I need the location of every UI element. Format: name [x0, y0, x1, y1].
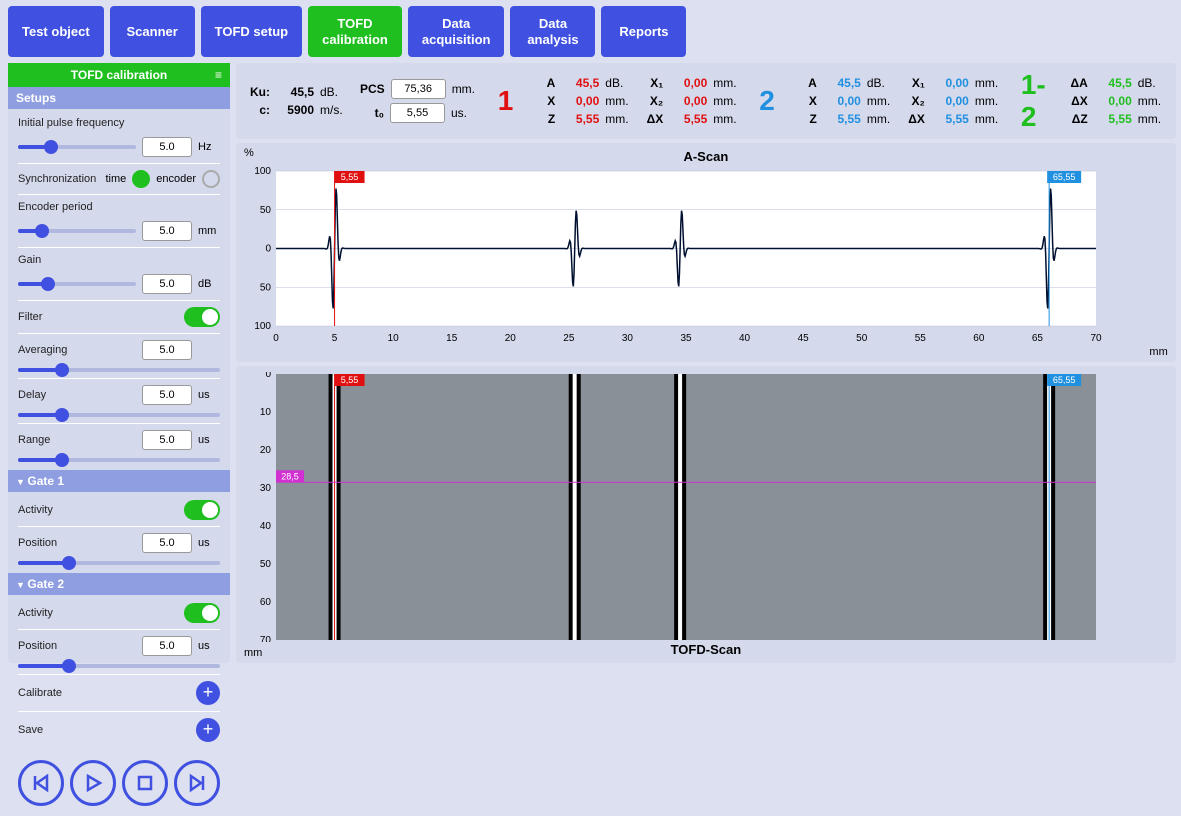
nav-data-analysis[interactable]: Dataanalysis — [510, 6, 595, 57]
encoder-period-slider[interactable] — [18, 229, 136, 233]
delay-input[interactable] — [142, 385, 192, 405]
gate1-activity-toggle[interactable] — [184, 500, 220, 520]
svg-text:28,5: 28,5 — [281, 471, 299, 481]
gate1-header[interactable]: Gate 1 — [8, 470, 230, 492]
cursor-2-num: 2 — [753, 85, 781, 117]
nav-test-object[interactable]: Test object — [8, 6, 104, 57]
svg-text:40: 40 — [260, 521, 272, 532]
skip-forward-button[interactable] — [174, 760, 220, 806]
gate1-position-input[interactable] — [142, 533, 192, 553]
svg-text:60: 60 — [973, 333, 985, 344]
gate1-position-slider[interactable] — [18, 561, 220, 565]
filter-toggle[interactable] — [184, 307, 220, 327]
svg-text:20: 20 — [260, 445, 272, 456]
svg-text:30: 30 — [622, 333, 634, 344]
svg-text:55: 55 — [915, 333, 927, 344]
range-slider[interactable] — [18, 458, 220, 462]
svg-text:50: 50 — [856, 333, 868, 344]
sync-time-radio[interactable] — [132, 170, 150, 188]
averaging-input[interactable] — [142, 340, 192, 360]
nav-tofd-calibration[interactable]: TOFDcalibration — [308, 6, 402, 57]
svg-text:10: 10 — [388, 333, 400, 344]
calibrate-button[interactable]: + — [196, 681, 220, 705]
playback-controls — [8, 750, 230, 816]
play-button[interactable] — [70, 760, 116, 806]
svg-text:70: 70 — [260, 635, 272, 642]
cursor-1-num: 1 — [492, 85, 520, 117]
nav-data-acquisition[interactable]: Dataacquisition — [408, 6, 505, 57]
sidebar-title: TOFD calibration ≡ — [8, 63, 230, 87]
svg-text:35: 35 — [680, 333, 692, 344]
t0-input[interactable] — [390, 103, 445, 123]
initial-pulse-input[interactable] — [142, 137, 192, 157]
gate2-position-input[interactable] — [142, 636, 192, 656]
svg-text:5,55: 5,55 — [341, 172, 359, 182]
encoder-period-input[interactable] — [142, 221, 192, 241]
gate2-activity-toggle[interactable] — [184, 603, 220, 623]
skip-back-button[interactable] — [18, 760, 64, 806]
ascan-chart[interactable]: % A-Scan 1005005010005101520253035404550… — [236, 143, 1176, 362]
svg-text:50: 50 — [260, 205, 272, 216]
gate2-header[interactable]: Gate 2 — [8, 573, 230, 595]
svg-text:45: 45 — [798, 333, 810, 344]
setups-header: Setups — [8, 87, 230, 109]
svg-text:15: 15 — [446, 333, 458, 344]
averaging-slider[interactable] — [18, 368, 220, 372]
svg-text:0: 0 — [273, 333, 279, 344]
svg-text:0: 0 — [265, 244, 271, 255]
svg-text:60: 60 — [260, 597, 272, 608]
svg-text:100: 100 — [254, 166, 271, 177]
initial-pulse-label: Initial pulse frequency — [18, 117, 220, 129]
sidebar: TOFD calibration ≡ Setups Initial pulse … — [8, 63, 230, 663]
initial-pulse-slider[interactable] — [18, 145, 136, 149]
gain-input[interactable] — [142, 274, 192, 294]
pcs-input[interactable] — [391, 79, 446, 99]
svg-text:20: 20 — [505, 333, 517, 344]
svg-text:5: 5 — [332, 333, 338, 344]
svg-text:100: 100 — [254, 321, 271, 332]
sync-encoder-radio[interactable] — [202, 170, 220, 188]
cursor-diff-num: 1-2 — [1015, 69, 1052, 133]
svg-text:50: 50 — [260, 282, 272, 293]
stop-button[interactable] — [122, 760, 168, 806]
tofd-chart[interactable]: 0102030405060705,5565,5528,5 TOFD-Scan m… — [236, 366, 1176, 663]
sync-label: Synchronization — [18, 173, 99, 185]
gain-slider[interactable] — [18, 282, 136, 286]
svg-text:5,55: 5,55 — [341, 375, 359, 385]
svg-text:25: 25 — [563, 333, 575, 344]
nav-scanner[interactable]: Scanner — [110, 6, 195, 57]
svg-text:70: 70 — [1090, 333, 1102, 344]
svg-text:0: 0 — [265, 372, 271, 380]
nav-tofd-setup[interactable]: TOFD setup — [201, 6, 302, 57]
svg-text:30: 30 — [260, 483, 272, 494]
svg-text:65,55: 65,55 — [1053, 375, 1076, 385]
params-bar: Ku:45,5dB. c:5900m/s. PCSmm. t₀us. 1 A45… — [236, 63, 1176, 139]
svg-text:65: 65 — [1032, 333, 1044, 344]
menu-icon[interactable]: ≡ — [215, 68, 222, 82]
delay-slider[interactable] — [18, 413, 220, 417]
svg-text:65,55: 65,55 — [1053, 172, 1076, 182]
save-button[interactable]: + — [196, 718, 220, 742]
range-input[interactable] — [142, 430, 192, 450]
top-nav: Test objectScannerTOFD setupTOFDcalibrat… — [0, 0, 1181, 63]
nav-reports[interactable]: Reports — [601, 6, 686, 57]
svg-text:50: 50 — [260, 559, 272, 570]
svg-text:10: 10 — [260, 407, 272, 418]
svg-text:40: 40 — [739, 333, 751, 344]
